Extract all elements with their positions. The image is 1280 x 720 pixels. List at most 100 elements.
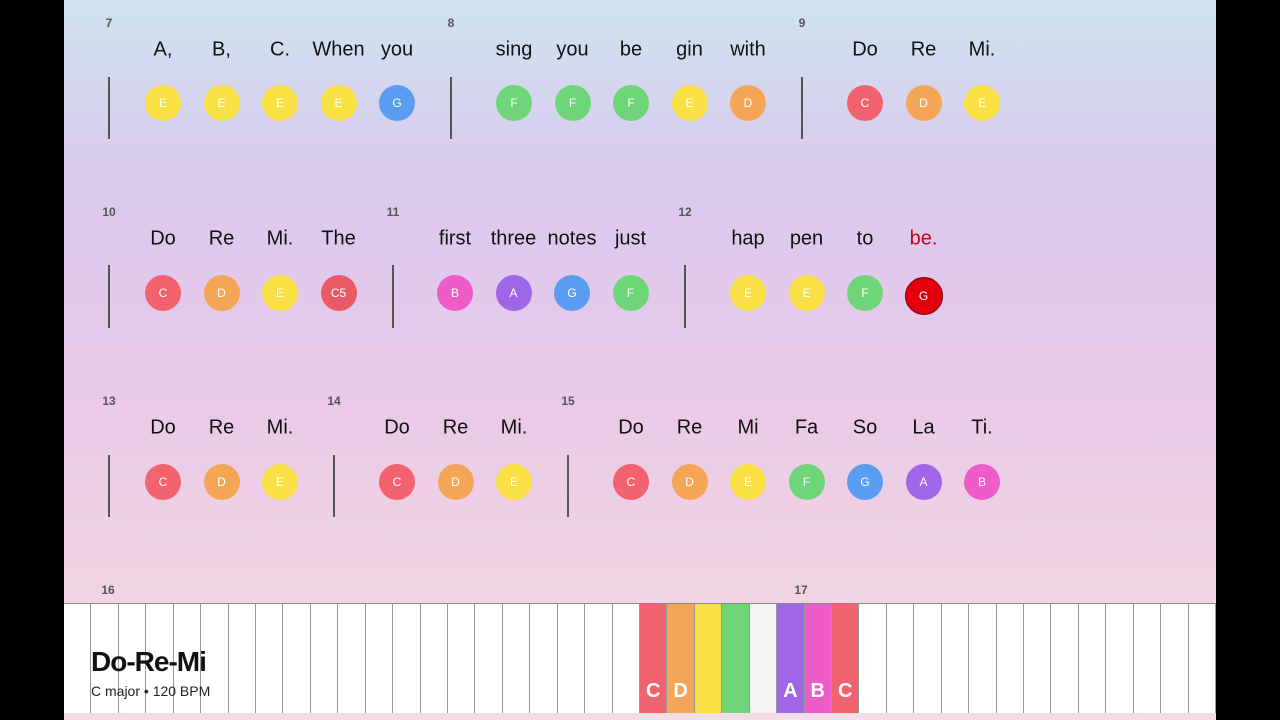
white-key (1051, 604, 1079, 713)
lyric: So (852, 416, 878, 439)
white-key (530, 604, 558, 713)
lit-key: B (804, 604, 832, 713)
note-circle: C5 (320, 275, 357, 311)
white-key (558, 604, 586, 713)
lyric: B, (212, 38, 231, 61)
note-circle: A (905, 464, 942, 500)
white-key (201, 604, 229, 713)
note-circle: B (964, 464, 1000, 500)
lyric: gin (676, 38, 703, 61)
white-key (174, 604, 202, 713)
lyric: with (730, 38, 766, 61)
key-label: C (645, 680, 661, 702)
white-key (91, 604, 119, 713)
note-circle: D (203, 464, 240, 500)
bar-line (567, 455, 569, 517)
measure-number: 12 (678, 205, 692, 219)
lyric: C. (270, 38, 290, 61)
note-circle: F (554, 85, 591, 121)
note-circle: G (847, 464, 883, 500)
lyric: to (856, 227, 874, 250)
lit-key (694, 604, 723, 713)
lyric: Re (208, 416, 235, 439)
note-circle: C (145, 275, 181, 311)
note-circle: D (437, 464, 474, 500)
white-key (942, 604, 970, 713)
lyric: Re (442, 416, 469, 439)
lyric: be (619, 38, 643, 61)
note-circle: E (203, 85, 240, 121)
note-circle: E (320, 85, 357, 121)
key-label: C (837, 680, 853, 702)
white-key (421, 604, 448, 713)
lit-key: C (832, 604, 860, 713)
white-key (1106, 604, 1134, 713)
lyric: The (321, 227, 356, 250)
note-circle: E (671, 85, 708, 121)
white-key (283, 604, 311, 713)
white-key (613, 604, 640, 713)
white-key (311, 604, 339, 713)
white-key (914, 604, 942, 713)
song-title: Do-Re-Mi (91, 646, 207, 677)
note-circle: F (496, 85, 532, 121)
measure-number: 16 (101, 583, 115, 597)
white-key (448, 604, 476, 713)
bar-line (333, 455, 335, 517)
note-circle: E (730, 275, 766, 311)
white-key (1189, 604, 1216, 713)
key-label: B (810, 680, 825, 702)
measure-number: 8 (447, 16, 455, 30)
key-label: A (783, 680, 798, 702)
note-circle: B (437, 275, 473, 311)
song-subtitle: C major • 120 BPM (91, 683, 211, 699)
note-circle: F (788, 464, 825, 500)
white-key (969, 604, 997, 713)
note-circle: E (496, 464, 532, 500)
lit-key (722, 604, 750, 713)
lyric: Do (852, 38, 878, 61)
note-circle: G (379, 85, 415, 121)
note-circle: G (904, 277, 943, 315)
lyric: Mi. (266, 416, 294, 439)
lyric: Do (384, 416, 410, 439)
white-key (585, 604, 613, 713)
note-circle: C (145, 464, 181, 500)
white-key (475, 604, 503, 713)
lyric: Mi. (500, 416, 528, 439)
note-circle: D (730, 85, 766, 121)
lyric: When (312, 38, 365, 61)
bar-line (392, 265, 394, 328)
lyric: Re (208, 227, 235, 250)
white-key (256, 604, 284, 713)
lyric: Do (618, 416, 644, 439)
lit-key: A (777, 604, 805, 713)
lyric: Re (676, 416, 703, 439)
lyric: pen (789, 227, 824, 250)
lyric: three (490, 227, 537, 250)
lyric: Mi. (266, 227, 294, 250)
measure-number: 7 (105, 16, 113, 30)
lyric: first (438, 227, 472, 250)
note-circle: F (612, 275, 649, 311)
white-key (1024, 604, 1052, 713)
lyric: hap (731, 227, 765, 250)
white-key (1079, 604, 1107, 713)
note-circle: D (203, 275, 240, 311)
lyric: Do (150, 416, 176, 439)
white-key (393, 604, 421, 713)
lyric: you (556, 38, 589, 61)
lyric: notes (547, 227, 597, 250)
lit-key: C (640, 604, 668, 713)
note-circle: E (262, 85, 298, 121)
lyric: just (614, 227, 647, 250)
note-circle: D (671, 464, 708, 500)
bar-line (108, 455, 110, 517)
white-key (229, 604, 256, 713)
note-circle: E (730, 464, 766, 500)
measure-number: 9 (798, 16, 806, 30)
note-circle: E (145, 85, 181, 121)
